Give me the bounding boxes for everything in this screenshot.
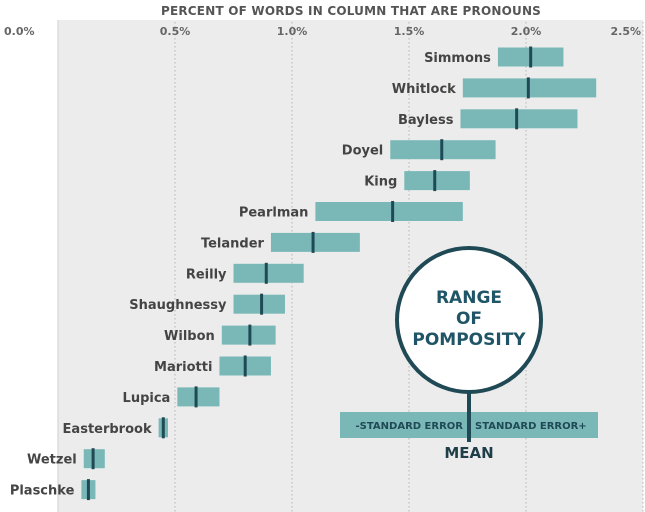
legend-circle-line1: RANGE: [436, 288, 502, 308]
legend-circle-line2: OF: [456, 309, 482, 329]
range-bar: [460, 109, 578, 129]
range-bar: [233, 263, 304, 283]
legend-circle-line3: POMPOSITY: [412, 330, 526, 350]
columnist-label: King: [364, 175, 397, 190]
x-tick-label: 0.0%: [4, 25, 35, 38]
x-tick-label: 2.5%: [610, 25, 641, 38]
columnist-label: Mariotti: [154, 360, 212, 375]
columnist-label: Shaughnessy: [129, 298, 227, 313]
columnist-label: Bayless: [398, 113, 454, 128]
range-bar: [270, 232, 360, 252]
legend-plus-se: STANDARD ERROR+: [475, 421, 587, 432]
x-tick-label: 1.0%: [277, 25, 308, 38]
columnist-label: Telander: [201, 236, 265, 251]
columnist-label: Simmons: [424, 51, 491, 66]
columnist-label: Reilly: [186, 267, 227, 282]
chart-title: PERCENT OF WORDS IN COLUMN THAT ARE PRON…: [161, 4, 541, 18]
columnist-labels: Simmons Whitlock Bayless Doyel King Pearlman T…: [10, 51, 491, 499]
x-tick-label: 0.5%: [160, 25, 191, 38]
x-tick-label: 2.0%: [511, 25, 542, 38]
legend-mean-label: MEAN: [444, 444, 493, 462]
columnist-label: Doyel: [342, 144, 383, 159]
columnist-label: Easterbrook: [63, 422, 152, 437]
x-tick-label: 1.5%: [394, 25, 425, 38]
x-tick-labels: 0.0% 0.5% 1.0% 1.5% 2.0% 2.5%: [4, 25, 641, 38]
columnist-label: Wetzel: [27, 453, 77, 468]
range-bar: [404, 171, 470, 191]
columnist-label: Whitlock: [392, 82, 456, 97]
columnist-label: Plaschke: [10, 484, 75, 499]
legend-minus-se: -STANDARD ERROR: [356, 421, 464, 432]
range-bar: [177, 387, 220, 407]
legend: RANGE OF POMPOSITY -STANDARD ERROR STAND…: [340, 246, 598, 462]
columnist-label: Lupica: [123, 391, 171, 406]
range-bar: [233, 294, 285, 314]
legend-circle: [395, 246, 543, 394]
range-bars: [81, 46, 597, 501]
columnist-label: Pearlman: [239, 206, 309, 221]
range-bar: [315, 202, 463, 221]
columnist-label: Wilbon: [164, 329, 215, 344]
